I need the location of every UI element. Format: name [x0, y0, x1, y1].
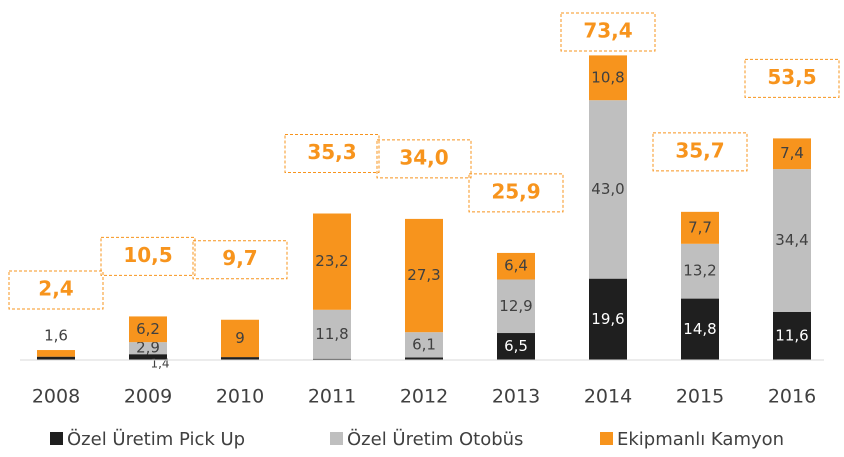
- bar-segment: [313, 309, 351, 359]
- legend-label: Ekipmanlı Kamyon: [617, 429, 784, 450]
- bar-segment: [773, 169, 811, 312]
- x-tick-label: 2013: [492, 386, 540, 408]
- bar-segment: [129, 316, 167, 343]
- data-label: 43,0: [591, 180, 624, 198]
- total-box: [560, 12, 656, 52]
- total-box: [744, 58, 840, 98]
- data-label: 14,8: [683, 320, 716, 338]
- bar-segment: [497, 252, 535, 280]
- bar-segment: [681, 298, 719, 360]
- total-label: 2,4: [38, 277, 73, 301]
- bar-segment: [497, 333, 535, 360]
- data-label: 34,4: [775, 231, 808, 249]
- legend-label: Özel Üretim Otobüs: [347, 428, 523, 450]
- legend-swatch: [600, 432, 613, 445]
- data-label: 23,2: [315, 252, 348, 270]
- bar-segment: [589, 278, 627, 360]
- bar-segment: [129, 354, 167, 360]
- total-label: 34,0: [399, 145, 448, 169]
- data-label: 19,6: [591, 310, 624, 328]
- bar-segment: [773, 311, 811, 360]
- total-box: [192, 240, 288, 280]
- data-label: 11,8: [315, 325, 348, 343]
- x-tick-label: 2015: [676, 386, 724, 408]
- total-label: 25,9: [491, 179, 540, 203]
- data-label: 7,4: [780, 144, 804, 162]
- bar-segment: [405, 357, 443, 360]
- total-label: 53,5: [767, 65, 816, 89]
- legend-swatch: [50, 432, 63, 445]
- bar-segment: [37, 350, 75, 357]
- data-label: 6,1: [412, 335, 436, 353]
- x-tick-label: 2012: [400, 386, 448, 408]
- data-label: 27,3: [407, 266, 440, 284]
- total-box: [376, 139, 472, 179]
- data-label: 12,9: [499, 297, 532, 315]
- data-label: 13,2: [683, 262, 716, 280]
- data-label: 6,5: [504, 337, 528, 355]
- total-label: 9,7: [222, 246, 257, 270]
- total-box: [284, 134, 380, 174]
- total-box: [652, 132, 748, 172]
- x-tick-label: 2011: [308, 386, 356, 408]
- bar-segment: [37, 356, 75, 360]
- x-tick-label: 2010: [216, 386, 264, 408]
- data-label: 1,6: [44, 327, 68, 345]
- bar-segment: [497, 279, 535, 334]
- x-tick-label: 2009: [124, 386, 172, 408]
- data-label: 10,8: [591, 68, 624, 86]
- data-label: 6,2: [136, 320, 160, 338]
- legend-label: Özel Üretim Pick Up: [67, 428, 245, 450]
- bar-segment: [681, 211, 719, 244]
- bar-segment: [313, 213, 351, 310]
- bar-segment: [221, 357, 259, 360]
- total-label: 10,5: [123, 243, 172, 267]
- bar-segment: [405, 218, 443, 333]
- bar-segment: [221, 319, 259, 358]
- bar-segment: [405, 332, 443, 358]
- bar-segment: [773, 138, 811, 170]
- data-label: 2,9: [136, 339, 160, 357]
- bar-segment: [129, 342, 167, 355]
- total-label: 35,3: [307, 140, 356, 164]
- x-tick-label: 2014: [584, 386, 632, 408]
- bar-segment: [681, 243, 719, 299]
- data-label: 11,6: [775, 326, 808, 344]
- bar-segment: [589, 55, 627, 101]
- total-box: [468, 173, 564, 213]
- total-label: 73,4: [583, 19, 632, 43]
- data-label: 1,4: [150, 357, 169, 371]
- x-tick-label: 2008: [32, 386, 80, 408]
- data-label: 6,4: [504, 257, 528, 275]
- total-box: [8, 270, 104, 310]
- data-label: 7,7: [688, 218, 712, 236]
- total-box: [100, 236, 196, 276]
- total-label: 35,7: [675, 138, 724, 162]
- bar-segment: [313, 358, 351, 360]
- x-tick-label: 2016: [768, 386, 816, 408]
- legend-swatch: [330, 432, 343, 445]
- data-label: 9: [235, 329, 245, 347]
- bar-segment: [589, 100, 627, 279]
